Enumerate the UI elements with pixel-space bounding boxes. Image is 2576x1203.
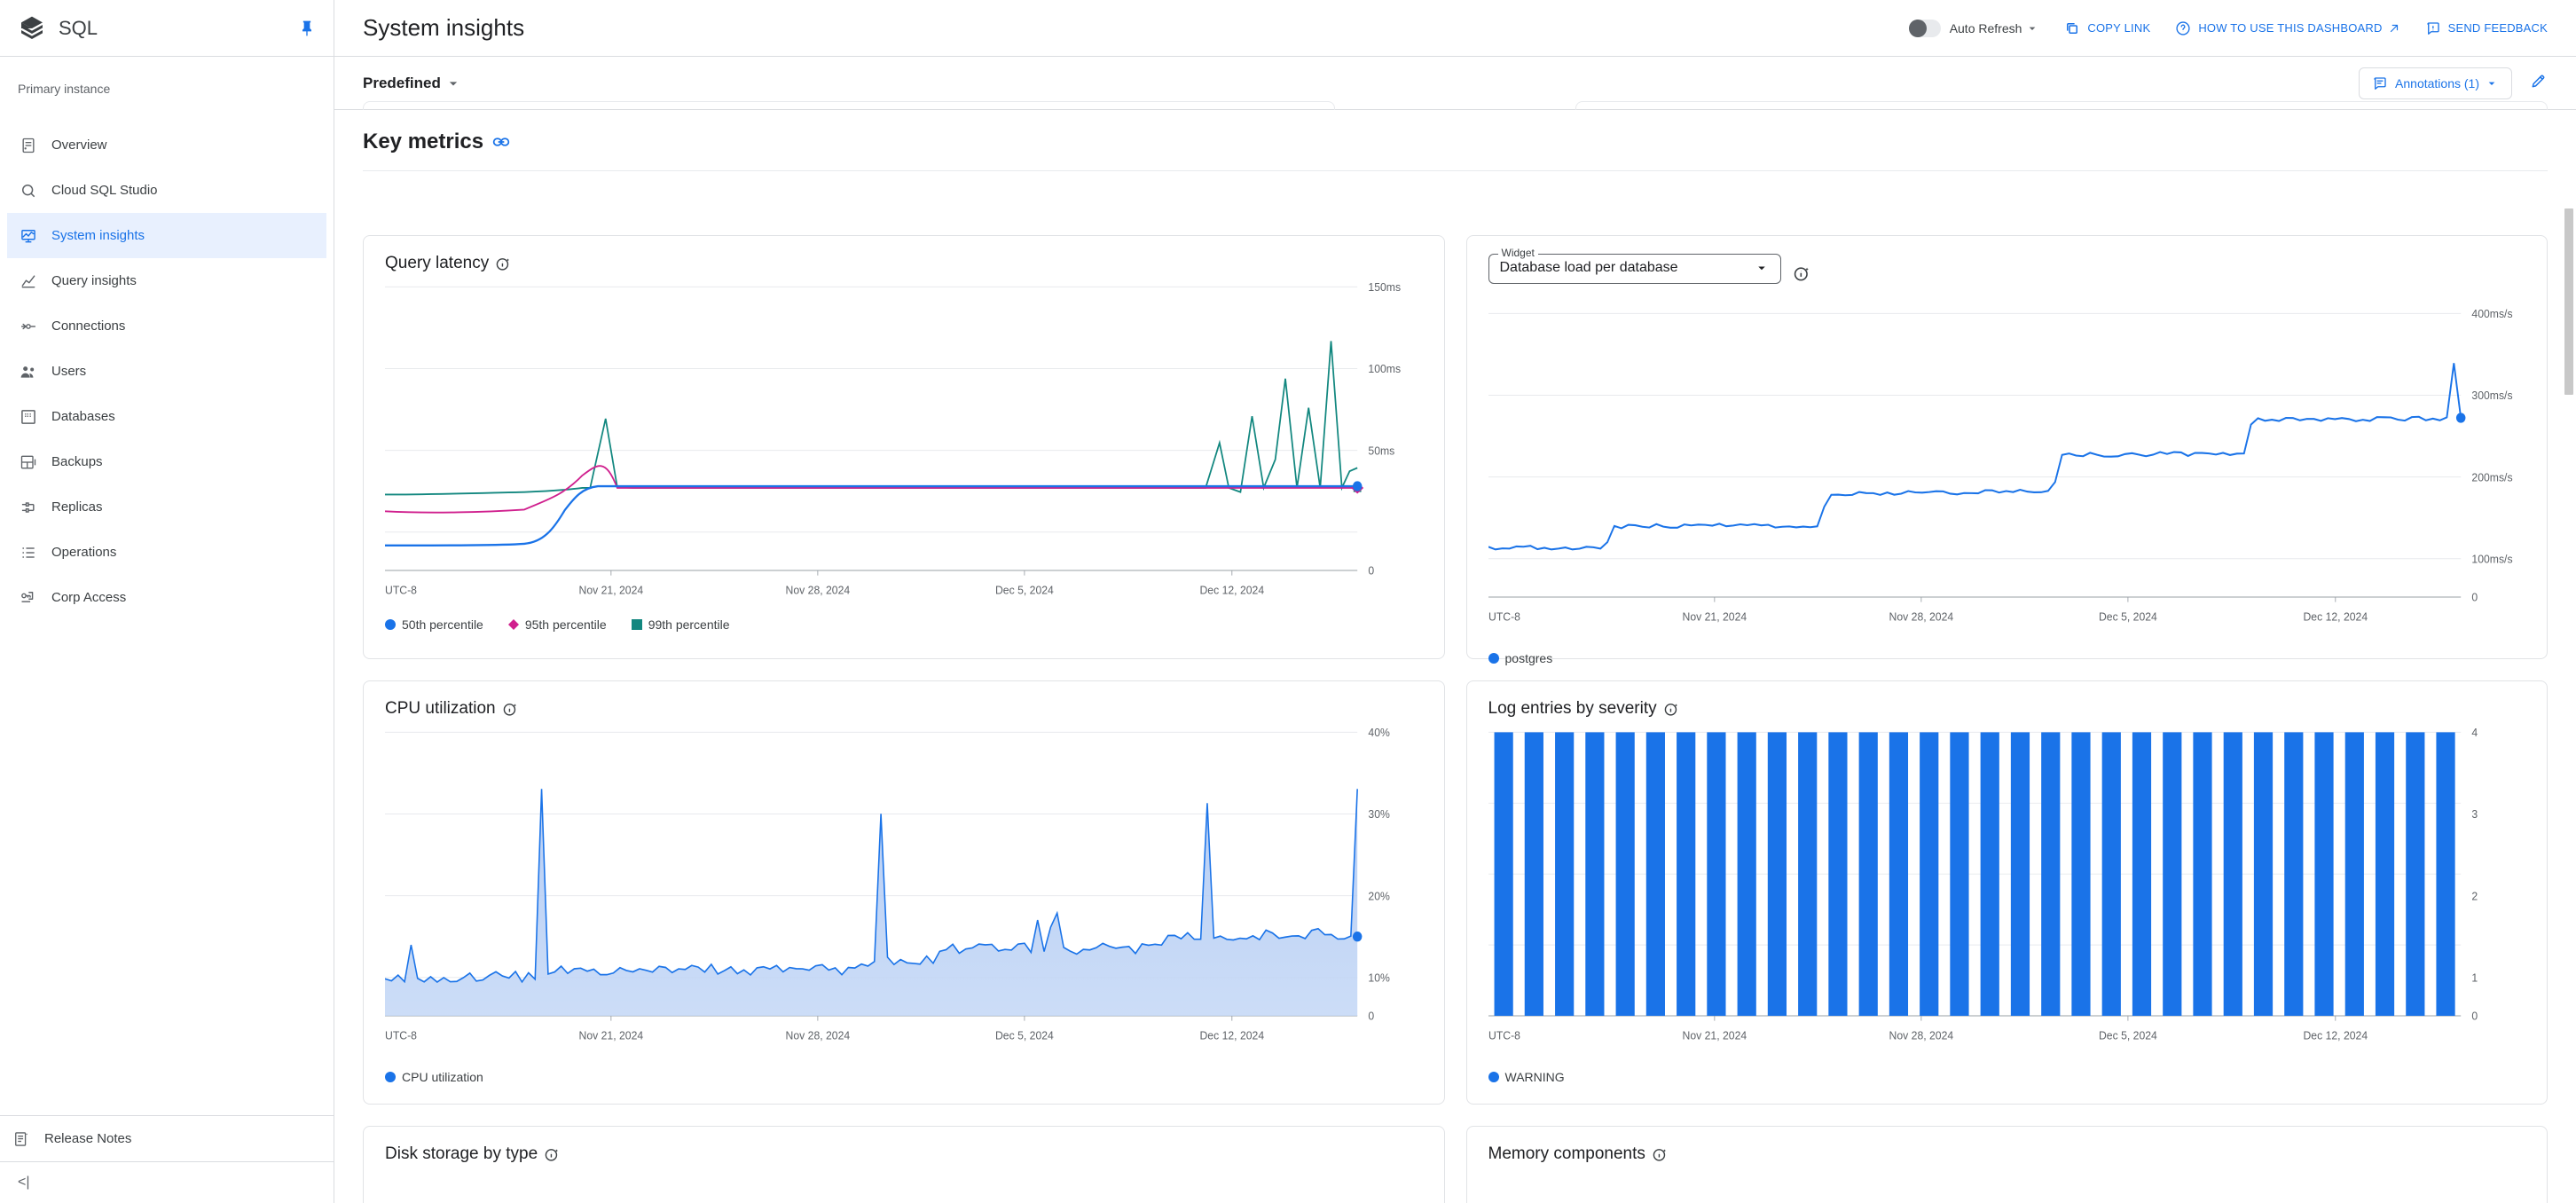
svg-text:Nov 28, 2024: Nov 28, 2024 xyxy=(786,584,851,597)
svg-text:Dec 12, 2024: Dec 12, 2024 xyxy=(1199,584,1264,597)
svg-text:30%: 30% xyxy=(1368,808,1389,822)
svg-text:50ms: 50ms xyxy=(1368,444,1394,458)
svg-text:Nov 21, 2024: Nov 21, 2024 xyxy=(1682,1029,1747,1042)
svg-text:Dec 5, 2024: Dec 5, 2024 xyxy=(2098,610,2156,624)
svg-text:Dec 5, 2024: Dec 5, 2024 xyxy=(995,1029,1054,1042)
svg-text:0: 0 xyxy=(1368,1010,1374,1023)
svg-text:UTC-8: UTC-8 xyxy=(1488,610,1520,624)
svg-text:Dec 12, 2024: Dec 12, 2024 xyxy=(2303,1029,2368,1042)
svg-text:400ms/s: 400ms/s xyxy=(2471,308,2512,321)
svg-text:Nov 21, 2024: Nov 21, 2024 xyxy=(579,584,644,597)
svg-text:300ms/s: 300ms/s xyxy=(2471,389,2512,403)
svg-text:Dec 5, 2024: Dec 5, 2024 xyxy=(995,584,1054,597)
svg-text:3: 3 xyxy=(2471,808,2478,822)
svg-text:UTC-8: UTC-8 xyxy=(385,1029,417,1042)
svg-text:Nov 28, 2024: Nov 28, 2024 xyxy=(1889,610,1953,624)
svg-text:10%: 10% xyxy=(1368,971,1389,985)
svg-text:0: 0 xyxy=(2471,591,2478,604)
svg-text:Dec 12, 2024: Dec 12, 2024 xyxy=(1199,1029,1264,1042)
svg-text:2: 2 xyxy=(2471,890,2478,903)
svg-text:Dec 5, 2024: Dec 5, 2024 xyxy=(2098,1029,2156,1042)
svg-text:0: 0 xyxy=(1368,564,1374,578)
svg-text:1: 1 xyxy=(2471,971,2478,985)
svg-text:200ms/s: 200ms/s xyxy=(2471,471,2512,484)
svg-text:40%: 40% xyxy=(1368,727,1389,740)
svg-text:UTC-8: UTC-8 xyxy=(385,584,417,597)
svg-text:UTC-8: UTC-8 xyxy=(1488,1029,1520,1042)
svg-text:100ms: 100ms xyxy=(1368,363,1401,376)
svg-text:Dec 12, 2024: Dec 12, 2024 xyxy=(2303,610,2368,624)
svg-text:Nov 21, 2024: Nov 21, 2024 xyxy=(579,1029,644,1042)
svg-text:0: 0 xyxy=(2471,1010,2478,1023)
svg-text:100ms/s: 100ms/s xyxy=(2471,553,2512,566)
svg-text:150ms: 150ms xyxy=(1368,281,1401,295)
svg-text:Nov 28, 2024: Nov 28, 2024 xyxy=(1889,1029,1953,1042)
svg-text:20%: 20% xyxy=(1368,890,1389,903)
svg-text:4: 4 xyxy=(2471,727,2478,740)
svg-text:Nov 21, 2024: Nov 21, 2024 xyxy=(1682,610,1747,624)
svg-text:Nov 28, 2024: Nov 28, 2024 xyxy=(786,1029,851,1042)
